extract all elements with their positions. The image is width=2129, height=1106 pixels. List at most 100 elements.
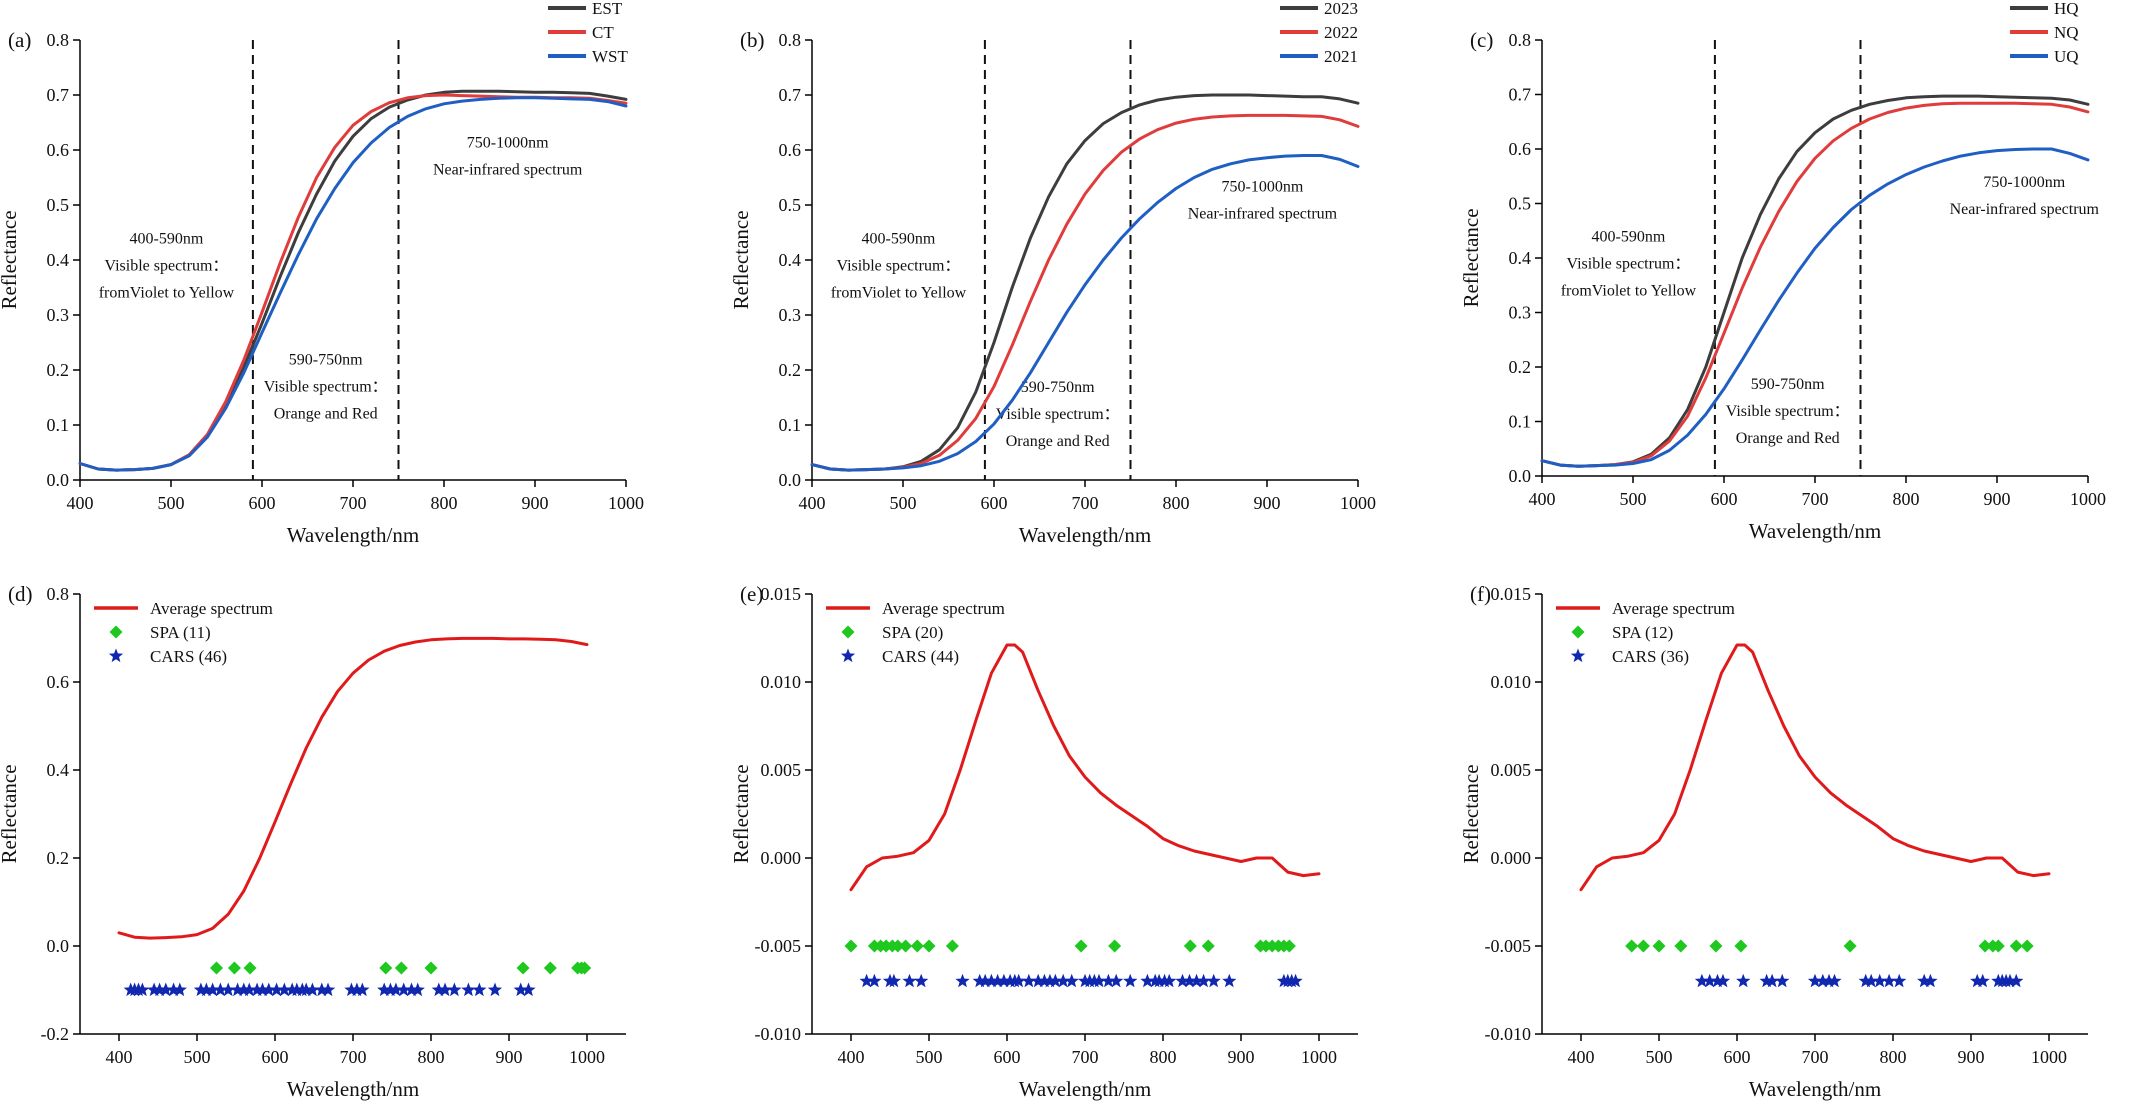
x-tick-label: 600 xyxy=(1711,489,1738,509)
x-tick-label: 900 xyxy=(1984,489,2011,509)
y-tick-label: 0.0 xyxy=(47,470,70,490)
diamond-marker xyxy=(891,939,905,953)
star-marker xyxy=(1807,973,1823,988)
legend: HQ NQ UQ xyxy=(2010,0,2079,66)
x-tick-label: 900 xyxy=(496,1047,523,1067)
star-marker xyxy=(205,982,220,997)
legend-label: 2021 xyxy=(1324,47,1358,66)
diamond-marker xyxy=(1282,939,1296,953)
legend: Average spectrum SPA (12) CARS (36) xyxy=(1556,599,1735,666)
star-marker xyxy=(1196,973,1211,988)
diamond-marker xyxy=(1709,939,1723,953)
y-tick-label: 0.7 xyxy=(779,85,802,105)
star-marker xyxy=(513,982,528,997)
series-markers-1 xyxy=(844,939,1296,953)
star-marker xyxy=(1109,973,1124,988)
x-tick-label: 1000 xyxy=(569,1047,605,1067)
region-annotation: 750-1000nm Near-infrared spectrum xyxy=(433,134,583,178)
y-tick-label: 0.005 xyxy=(761,760,802,780)
x-axis-title: Wavelength/nm xyxy=(287,1077,419,1101)
star-marker xyxy=(955,973,970,988)
series-line-2 xyxy=(1540,147,2090,468)
y-tick-label: 0.000 xyxy=(1491,848,1532,868)
y-axis-title: Reflectance xyxy=(1459,764,1483,863)
star-marker xyxy=(1759,973,1774,988)
legend-label: SPA (20) xyxy=(882,623,943,642)
legend-label: CARS (46) xyxy=(150,647,227,666)
annotation-line: Near-infrared spectrum xyxy=(1188,205,1338,222)
y-tick-label: 0.2 xyxy=(1509,357,1532,377)
diamond-marker xyxy=(1978,939,1992,953)
legend-label: CT xyxy=(592,23,614,42)
diamond-marker xyxy=(844,939,858,953)
y-axis-title: Reflectance xyxy=(0,210,21,309)
star-marker xyxy=(996,973,1011,988)
diamond-marker xyxy=(1625,939,1639,953)
star-marker xyxy=(147,982,162,997)
y-tick-label: 0.6 xyxy=(47,672,70,692)
y-axis-title: Reflectance xyxy=(729,764,753,863)
y-tick-label: 0.4 xyxy=(47,250,70,270)
star-marker xyxy=(1882,973,1897,988)
y-tick-label: 0.1 xyxy=(779,415,802,435)
annotation-line: 400-590nm xyxy=(862,231,936,248)
region-annotation: 400-590nm Visible spectrum： fromViolet to … xyxy=(1561,229,1697,300)
star-marker xyxy=(1011,973,1026,988)
y-tick-label: 0.4 xyxy=(779,250,802,270)
diamond-marker xyxy=(910,939,924,953)
x-tick-label: 900 xyxy=(1958,1047,1985,1067)
star-marker xyxy=(1152,973,1167,988)
y-tick-label: 0.6 xyxy=(47,140,70,160)
star-marker xyxy=(1189,973,1204,988)
region-annotation: 400-590nm Visible spectrum： fromViolet to … xyxy=(831,231,967,302)
y-tick-label: 0.5 xyxy=(47,195,70,215)
star-marker xyxy=(135,982,150,997)
legend-label: Average spectrum xyxy=(1612,599,1735,618)
star-marker xyxy=(1923,973,1938,988)
star-marker xyxy=(1970,973,1985,988)
star-marker xyxy=(1064,973,1079,988)
annotation-line: Orange and Red xyxy=(1736,430,1840,447)
x-axis-title: Wavelength/nm xyxy=(1019,523,1151,547)
star-marker xyxy=(320,982,336,997)
star-marker xyxy=(487,982,503,997)
star-marker xyxy=(972,973,987,988)
legend-label: NQ xyxy=(2054,23,2079,42)
diamond-marker xyxy=(1652,939,1666,953)
star-marker xyxy=(1736,973,1751,988)
series-markers-1 xyxy=(1625,939,2034,953)
star-marker xyxy=(388,982,403,997)
diamond-marker xyxy=(243,961,257,975)
annotation-line: 590-750nm xyxy=(289,352,363,369)
legend-label: CARS (44) xyxy=(882,647,959,666)
star-marker xyxy=(261,982,276,997)
y-tick-label: -0.005 xyxy=(755,936,802,956)
diamond-marker xyxy=(394,961,408,975)
series-line-0 xyxy=(1579,643,2051,892)
diamond-marker xyxy=(578,961,592,975)
y-tick-label: 0.6 xyxy=(1509,139,1532,159)
annotation-line: Visible spectrum： xyxy=(1566,256,1690,273)
panel-d: 400 500 600 700 800 900 1000 -0.2 0.0 0.2 0.4 0.6 0.… xyxy=(0,582,626,1101)
star-marker xyxy=(1056,973,1071,988)
x-tick-label: 400 xyxy=(799,493,826,513)
series-line-0 xyxy=(849,643,1321,892)
x-tick-label: 600 xyxy=(262,1047,289,1067)
annotation-line: 400-590nm xyxy=(130,231,204,248)
star-marker xyxy=(1175,973,1190,988)
x-tick-label: 500 xyxy=(1646,1047,1673,1067)
legend-label: SPA (11) xyxy=(150,623,211,642)
star-marker xyxy=(2009,973,2024,988)
star-marker xyxy=(1715,973,1731,988)
x-tick-label: 1000 xyxy=(2070,489,2106,509)
panel-label: (b) xyxy=(740,28,765,52)
star-marker xyxy=(984,973,999,988)
legend-label: WST xyxy=(592,47,629,66)
x-tick-label: 700 xyxy=(1802,1047,1829,1067)
panel-label: (f) xyxy=(1470,582,1491,606)
region-annotation: 590-750nm Visible spectrum： Orange and Red xyxy=(1726,376,1850,447)
star-marker xyxy=(166,982,181,997)
y-tick-label: 0.0 xyxy=(47,936,70,956)
region-annotation: 400-590nm Visible spectrum： fromViolet to … xyxy=(99,231,235,302)
